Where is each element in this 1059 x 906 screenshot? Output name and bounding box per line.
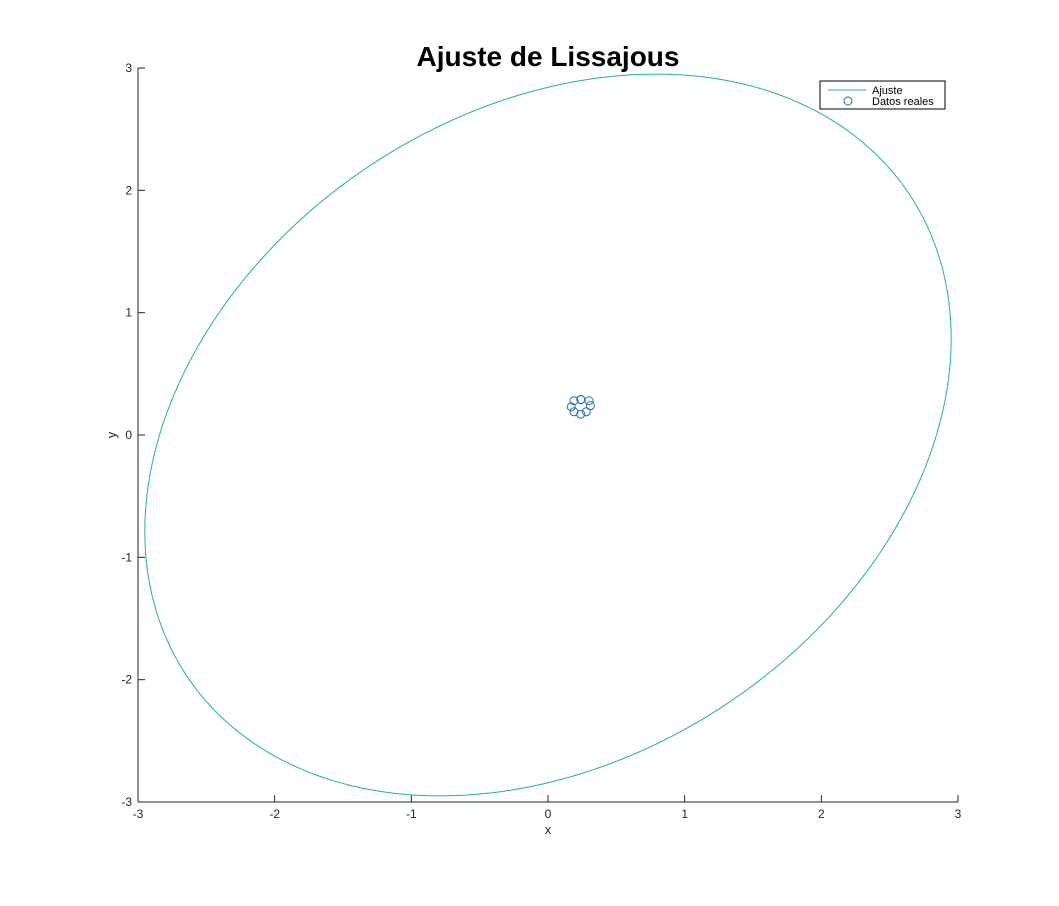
x-tick-label: -1 [406,807,417,821]
x-tick-label: 2 [818,807,825,821]
y-tick-label: -1 [121,550,132,564]
series-line-ajuste [144,73,952,797]
legend-swatch-marker [843,96,853,106]
x-axis-label: x [545,822,552,837]
x-tick-label: 0 [545,807,552,821]
y-tick-label: -3 [121,795,132,809]
x-tick-label: -2 [269,807,280,821]
data-point-marker [576,395,586,405]
legend-box [819,80,946,110]
x-tick-label: 3 [955,807,962,821]
y-tick-label: 0 [125,428,132,442]
x-tick-label: -3 [133,807,144,821]
legend-entry-label: Datos reales [872,96,934,108]
x-tick-label: 1 [681,807,688,821]
data-point-marker [566,402,576,412]
data-point-marker [581,407,591,417]
y-tick-label: 1 [125,306,132,320]
chart-title: Ajuste de Lissajous [417,41,680,72]
y-tick-label: 2 [125,183,132,197]
y-axis-label: y [104,431,119,438]
data-point-marker [585,401,595,411]
y-tick-label: 3 [125,61,132,75]
plot-area: -3 -2 -1 0 1 2 3 -3 -2 -1 0 1 2 3 [121,61,961,821]
data-point-marker [569,396,579,406]
legend-entry-label: Ajuste [872,85,903,97]
data-point-marker [569,407,579,417]
y-tick-label: -2 [121,673,132,687]
